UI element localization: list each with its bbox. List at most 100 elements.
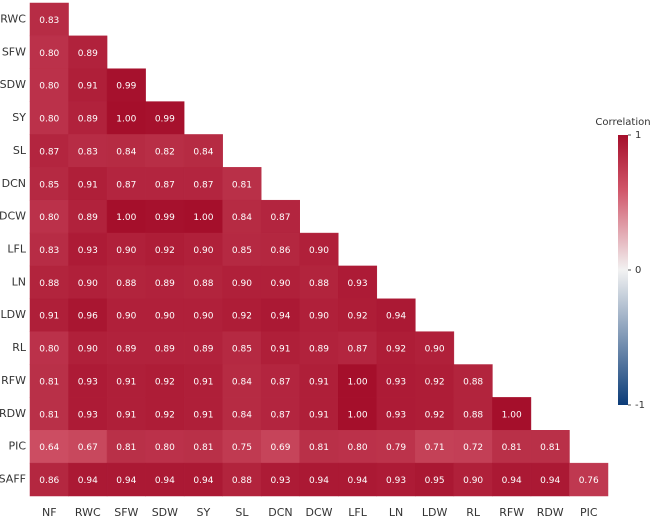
cell-label: 0.81 [39, 377, 59, 387]
heatmap-cell [68, 462, 108, 497]
cell-label: 0.92 [155, 410, 175, 420]
cell-label: 0.90 [116, 312, 136, 322]
heatmap-cell [68, 167, 108, 201]
x-tick-label: SL [235, 506, 249, 519]
cell-label: 0.71 [425, 443, 445, 453]
heatmap-cell [338, 364, 378, 398]
cell-label: 0.94 [348, 476, 368, 486]
heatmap-cell [530, 430, 570, 464]
cell-label: 0.81 [232, 180, 252, 190]
x-tick-label: SY [197, 506, 211, 519]
heatmap-cell [29, 265, 69, 300]
cell-label: 0.80 [39, 115, 59, 125]
cell-label: 0.90 [155, 312, 175, 322]
x-tick-label: LFL [348, 506, 367, 519]
y-tick-label: SAFF [0, 473, 26, 486]
heatmap-cell [260, 199, 300, 234]
cell-label: 0.87 [155, 180, 175, 190]
cell-label: 1.00 [116, 115, 136, 125]
y-tick-label: RDW [0, 407, 26, 420]
cell-label: 0.90 [232, 279, 252, 289]
cell-label: 0.89 [78, 49, 98, 59]
heatmap-cell [68, 199, 108, 234]
heatmap-cell [145, 298, 185, 332]
heatmap-cell [68, 35, 108, 69]
cell-label: 0.90 [309, 312, 329, 322]
cell-label: 0.90 [193, 246, 213, 256]
cell-label: 0.80 [39, 213, 59, 223]
heatmap-cell [106, 462, 146, 497]
heatmap-cell [415, 397, 455, 431]
cell-label: 0.93 [78, 410, 98, 420]
cell-label: 0.90 [78, 345, 98, 355]
y-tick-label: LDW [1, 308, 27, 321]
heatmap-cell [453, 364, 493, 398]
heatmap-cell [453, 430, 493, 464]
cell-label: 0.92 [425, 410, 445, 420]
heatmap-cell [338, 265, 378, 300]
cell-label: 0.89 [78, 213, 98, 223]
x-tick-label: PIC [580, 506, 598, 519]
cell-label: 0.72 [463, 443, 483, 453]
heatmap-cell [183, 397, 223, 431]
cell-label: 0.94 [78, 476, 98, 486]
cell-label: 0.93 [348, 279, 368, 289]
heatmap-cell [29, 68, 69, 102]
cell-label: 0.94 [386, 312, 406, 322]
cell-label: 0.91 [78, 180, 98, 190]
heatmap-cell [260, 397, 300, 431]
cell-label: 0.92 [155, 377, 175, 387]
cell-label: 0.89 [155, 345, 175, 355]
cell-label: 0.88 [193, 279, 213, 289]
heatmap-cell [183, 298, 223, 332]
cell-label: 0.88 [39, 279, 59, 289]
cell-label: 0.91 [193, 410, 213, 420]
heatmap-cell [183, 167, 223, 201]
cell-label: 0.91 [116, 377, 136, 387]
cell-label: 1.00 [116, 213, 136, 223]
cell-label: 0.81 [39, 410, 59, 420]
cell-label: 0.93 [270, 476, 290, 486]
cell-label: 0.96 [78, 312, 98, 322]
cell-label: 0.86 [270, 246, 290, 256]
heatmap-cell [29, 232, 69, 267]
cell-label: 0.91 [78, 82, 98, 92]
cell-label: 0.80 [39, 49, 59, 59]
heatmap-cell [145, 199, 185, 234]
heatmap-cell [299, 298, 339, 332]
heatmap-cell [299, 232, 339, 267]
cell-label: 0.91 [39, 312, 59, 322]
cell-label: 0.94 [309, 476, 329, 486]
heatmap-cell [415, 430, 455, 464]
heatmap-cell [145, 134, 185, 168]
cell-label: 0.80 [39, 82, 59, 92]
cell-label: 0.87 [270, 410, 290, 420]
cell-label: 0.91 [270, 345, 290, 355]
cell-label: 0.85 [232, 345, 252, 355]
heatmap-cell [376, 462, 416, 497]
cell-label: 0.86 [39, 476, 59, 486]
cell-label: 0.88 [232, 476, 252, 486]
cell-label: 0.94 [155, 476, 175, 486]
heatmap-cell [376, 298, 416, 332]
cell-label: 0.94 [116, 476, 136, 486]
heatmap-cell [145, 331, 185, 365]
cell-label: 0.85 [39, 180, 59, 190]
cell-label: 0.80 [39, 345, 59, 355]
heatmap-cell [68, 101, 108, 135]
heatmap-cell [68, 265, 108, 300]
cell-label: 0.87 [116, 180, 136, 190]
x-tick-label: DCW [305, 506, 332, 519]
cell-label: 0.94 [540, 476, 560, 486]
cell-label: 0.81 [309, 443, 329, 453]
y-tick-label: DCW [0, 210, 26, 223]
cell-label: 0.93 [386, 410, 406, 420]
heatmap-cell [68, 364, 108, 398]
cell-label: 0.81 [540, 443, 560, 453]
cell-label: 0.94 [502, 476, 522, 486]
x-tick-label: NF [42, 506, 57, 519]
heatmap-cell [145, 364, 185, 398]
heatmap-cell [260, 265, 300, 300]
y-tick-label: PIC [8, 440, 26, 453]
heatmap-cell [29, 2, 69, 37]
